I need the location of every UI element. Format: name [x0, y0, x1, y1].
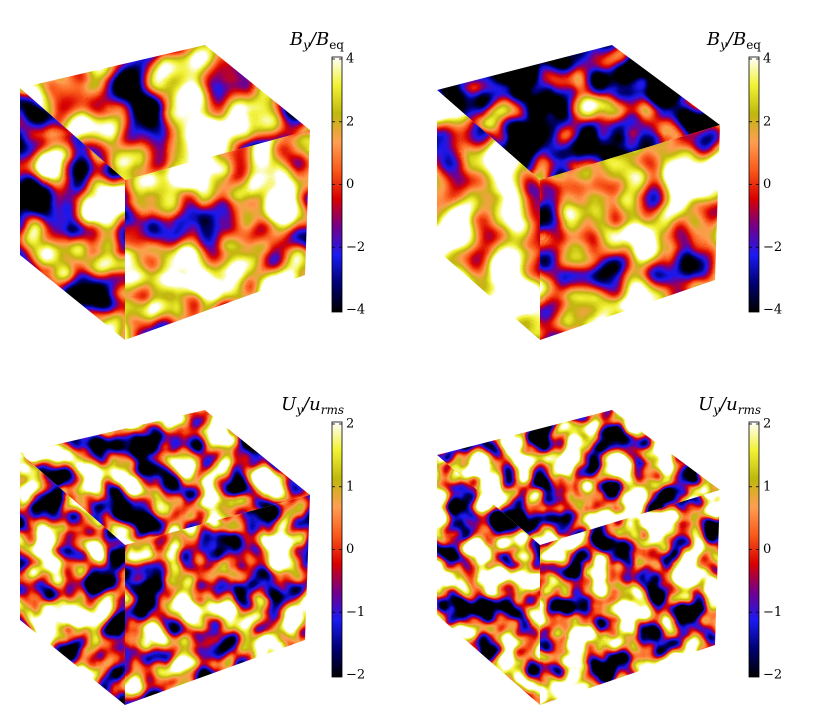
label-part: B	[289, 29, 303, 50]
colorbar-label: Uy/urms	[698, 394, 761, 417]
colorbar-tick-label: 0	[346, 542, 354, 557]
label-part: /	[718, 394, 728, 415]
cube-face	[437, 410, 720, 545]
label-part: U	[698, 394, 714, 415]
label-part: B	[706, 29, 720, 50]
cube-face	[540, 125, 720, 340]
cube-face	[437, 455, 540, 705]
label-part: /	[308, 29, 318, 50]
colorbar-tick-label: 1	[346, 479, 354, 494]
cube-face	[20, 88, 125, 340]
label-part: y	[712, 403, 720, 417]
colorbar-tick-label: −1	[763, 605, 782, 620]
colorbar-tick-label: 1	[763, 479, 771, 494]
label-part: u	[726, 394, 738, 415]
cube-face	[20, 45, 310, 180]
label-part: B	[732, 29, 746, 50]
colorbar-label: By/Beq	[706, 29, 761, 52]
label-part: y	[719, 38, 727, 52]
colorbar-tick-label: 2	[763, 417, 771, 432]
colorbar-label: Uy/urms	[281, 394, 344, 417]
cube-face	[20, 410, 310, 545]
colorbar-tick-label: 2	[346, 114, 354, 129]
label-part: eq	[746, 38, 761, 52]
colorbar-label: By/Beq	[289, 29, 344, 52]
colorbar-tick-label: −4	[763, 303, 782, 318]
cube-face	[437, 45, 720, 180]
cube-face	[437, 90, 540, 340]
panel: 2 1 0 −1 −2 Uy/urms	[20, 394, 365, 705]
colorbar-tick-label: 0	[763, 542, 771, 557]
cube-face	[540, 490, 720, 705]
colorbar-tick-label: −1	[346, 605, 365, 620]
label-part: U	[281, 394, 297, 415]
colorbar-tick-label: −2	[763, 668, 782, 683]
label-part: eq	[329, 38, 344, 52]
panel: 4 2 0 −2 −4 By/Beq	[20, 29, 365, 340]
colorbar-tick-label: −2	[346, 240, 365, 255]
colorbar-tick-label: 0	[346, 177, 354, 192]
colorbar-tick-label: −4	[346, 303, 365, 318]
colorbar-tick-label: 0	[763, 177, 771, 192]
label-part: rms	[321, 403, 344, 417]
colorbar-tick-label: −2	[346, 668, 365, 683]
cube-face	[125, 130, 310, 340]
colorbar-tick-label: 2	[346, 417, 354, 432]
label-part: /	[725, 29, 735, 50]
cube-face	[125, 495, 310, 705]
label-part: y	[302, 38, 310, 52]
label-part: y	[295, 403, 303, 417]
label-part: /	[301, 394, 311, 415]
label-part: B	[315, 29, 329, 50]
colorbar-tick-label: 4	[763, 52, 771, 67]
label-part: u	[309, 394, 321, 415]
panel: 2 1 0 −1 −2 Uy/urms	[437, 394, 782, 705]
cube-face	[20, 453, 125, 705]
label-part: rms	[738, 403, 761, 417]
panel: 4 2 0 −2 −4 By/Beq	[437, 29, 782, 340]
colorbar-tick-label: 4	[346, 52, 354, 67]
colorbar-tick-label: 2	[763, 114, 771, 129]
colorbar-tick-label: −2	[763, 240, 782, 255]
